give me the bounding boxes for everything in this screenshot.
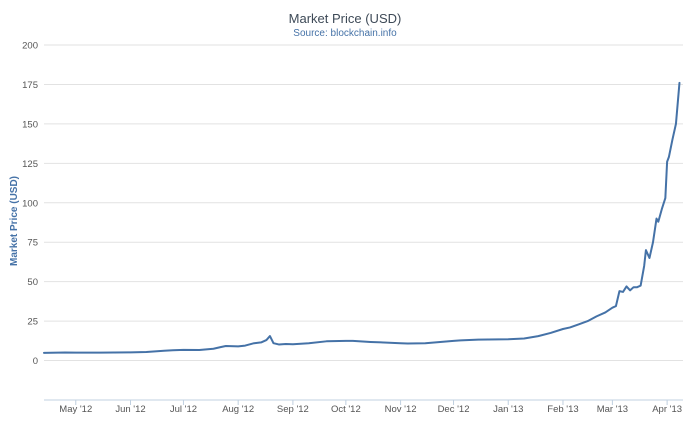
y-tick-label: 75 bbox=[27, 238, 38, 249]
x-tick-label: Mar '13 bbox=[597, 404, 628, 415]
y-axis-ticks: 0 25 50 75 100 125 150 175 200 bbox=[22, 41, 38, 368]
y-axis-label: Market Price (USD) bbox=[9, 176, 20, 266]
grid-lines bbox=[44, 44, 683, 362]
x-tick-label: Jan '13 bbox=[493, 404, 523, 415]
x-tick-label: Sep '12 bbox=[277, 404, 309, 415]
y-tick-label: 25 bbox=[27, 317, 38, 328]
x-tick-label: Aug '12 bbox=[222, 404, 254, 415]
x-axis-ticks: May '12 Jun '12 Jul '12 Aug '12 Sep '12 Oct '… bbox=[59, 400, 682, 415]
x-tick-label: Feb '13 bbox=[547, 404, 578, 415]
series-line-0 bbox=[43, 81, 681, 354]
chart-title: Market Price (USD) bbox=[289, 11, 402, 26]
series-group bbox=[43, 81, 681, 354]
x-tick-label: Apr '13 bbox=[652, 404, 682, 415]
chart-subtitle: Source: blockchain.info bbox=[293, 28, 397, 39]
x-tick-label: Oct '12 bbox=[331, 404, 361, 415]
y-tick-label: 175 bbox=[22, 80, 38, 91]
y-tick-label: 100 bbox=[22, 198, 38, 209]
y-tick-label: 150 bbox=[22, 119, 38, 130]
x-tick-label: Jul '12 bbox=[170, 404, 197, 415]
y-tick-label: 125 bbox=[22, 159, 38, 170]
y-tick-label: 200 bbox=[22, 41, 38, 52]
x-tick-label: Jun '12 bbox=[115, 404, 145, 415]
x-tick-label: May '12 bbox=[59, 404, 92, 415]
x-tick-label: Nov '12 bbox=[385, 404, 417, 415]
x-tick-label: Dec '12 bbox=[438, 404, 470, 415]
y-tick-label: 0 bbox=[33, 356, 38, 367]
y-tick-label: 50 bbox=[27, 277, 38, 288]
